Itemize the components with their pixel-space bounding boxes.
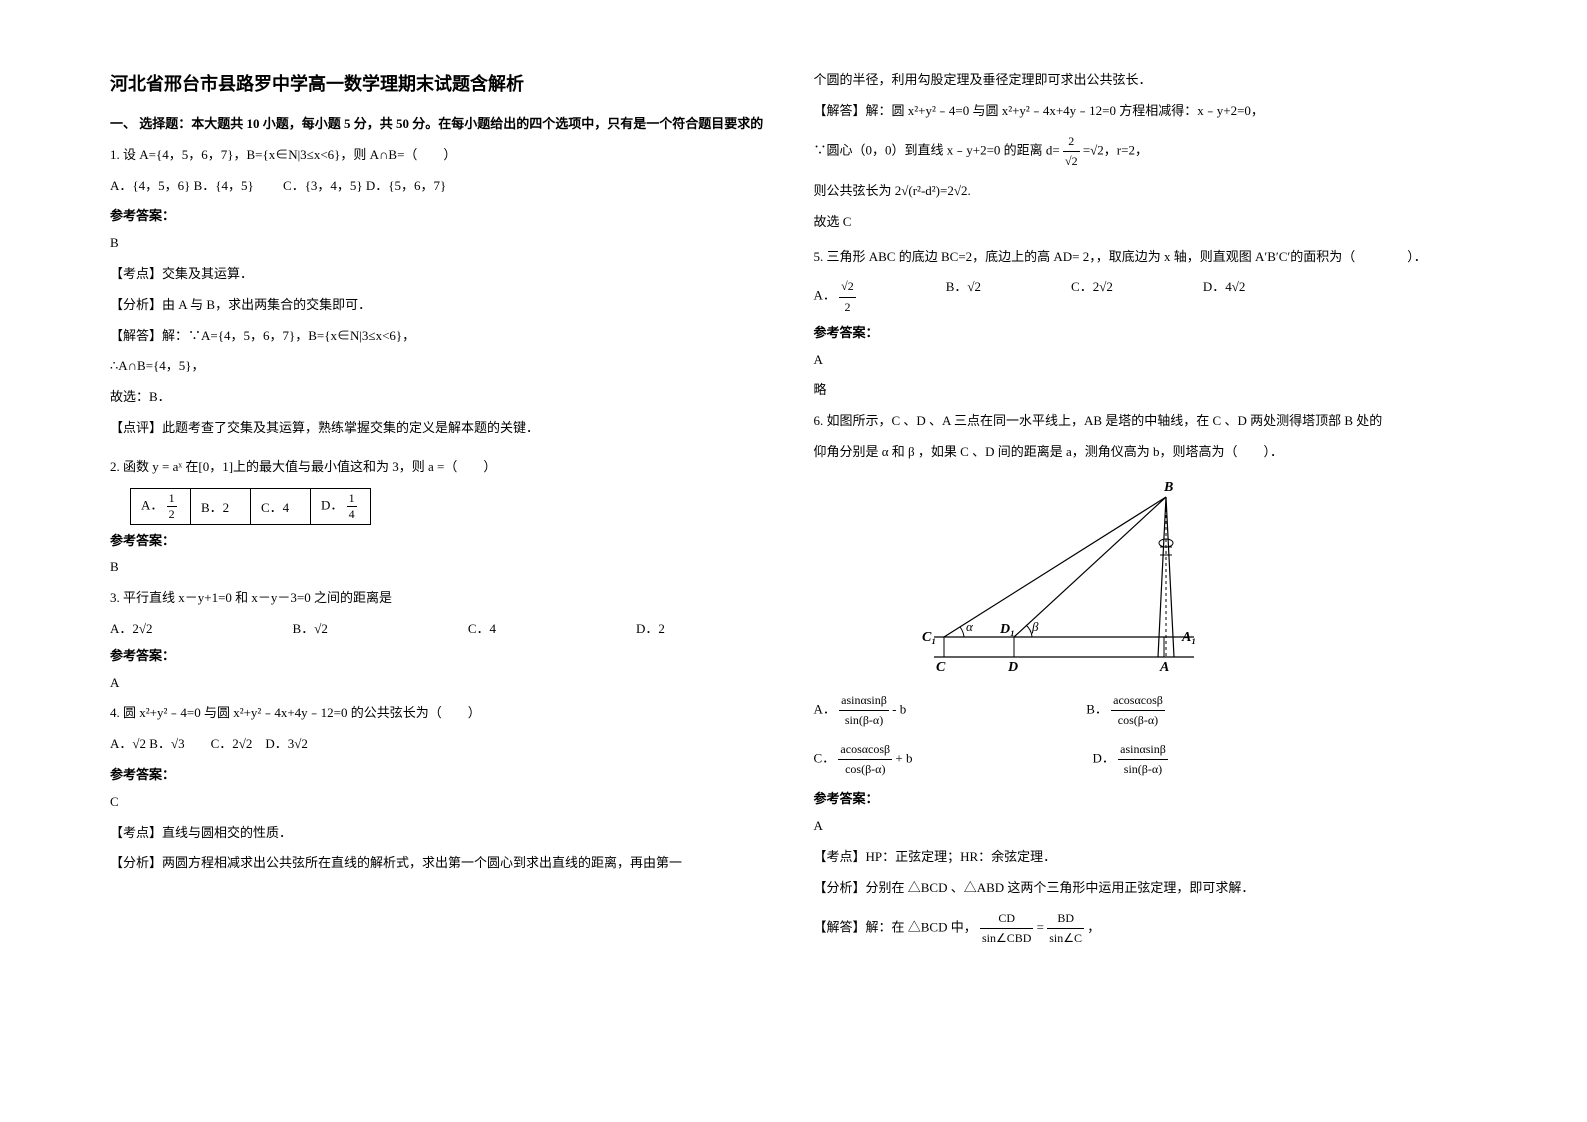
q6-opt-b: B． acosαcosβcos(β-α) (1086, 691, 1165, 730)
svg-text:A₁: A₁ (1181, 630, 1196, 645)
col2-line3: ∵圆心（0，0）到直线 x﹣y+2=0 的距离 d= 2√2 =√2，r=2， (814, 132, 1478, 171)
page-title: 河北省邢台市县路罗中学高一数学理期末试题含解析 (110, 70, 774, 96)
q5-answer: A (814, 350, 1478, 371)
svg-text:β: β (1031, 619, 1039, 634)
col2-line5: 故选 C (814, 212, 1478, 233)
q6-options-row1: A． asinαsinβsin(β-α) - b B． acosαcosβcos… (814, 691, 1478, 730)
q5-opt-c: C．2√2 (1071, 277, 1113, 316)
q2-opt-c: C．4 (251, 488, 311, 524)
q6-figure: B C₁ D₁ A₁ C D A α β (914, 477, 1478, 677)
q3-answer-label: 参考答案： (110, 646, 774, 667)
q1-dianping: 【点评】此题考查了交集及其运算，熟练掌握交集的定义是解本题的关键． (110, 418, 774, 439)
q2-opt-a: A． 12 (131, 488, 191, 524)
col2-line1: 个圆的半径，利用勾股定理及垂径定理即可求出公共弦长． (814, 70, 1478, 91)
root2-over-2: √22 (839, 277, 856, 316)
q6-answer: A (814, 816, 1478, 837)
q5-opt-a: A． √22 (814, 277, 856, 316)
jieda-frac-right: BDsin∠C (1047, 909, 1084, 948)
svg-text:A: A (1159, 660, 1169, 675)
q3-opt-c: C．4 (468, 619, 496, 640)
q3-opt-d: D．2 (636, 619, 665, 640)
q5-text: 5. 三角形 ABC 的底边 BC=2，底边上的高 AD= 2，，取底边为 x … (814, 247, 1478, 268)
q6-text1: 6. 如图所示，C 、D 、A 三点在同一水平线上，AB 是塔的中轴线，在 C … (814, 411, 1478, 432)
q2-answer-label: 参考答案： (110, 531, 774, 552)
q1-jieda2: ∴A∩B={4，5}， (110, 356, 774, 377)
q1-jieda1: 【解答】解：∵A={4，5，6，7}，B={x∈N|3≤x<6}， (110, 326, 774, 347)
q4-answer-label: 参考答案： (110, 765, 774, 786)
q1-kaodian: 【考点】交集及其运算． (110, 264, 774, 285)
q3-options: A．2√2 B．√2 C．4 D．2 (110, 619, 774, 640)
left-column: 河北省邢台市县路罗中学高一数学理期末试题含解析 一、 选择题：本大题共 10 小… (90, 70, 794, 1092)
q5-opt-b: B．√2 (946, 277, 981, 316)
q3-opt-a: A．2√2 (110, 619, 153, 640)
q2-opt-d: D． 14 (311, 488, 371, 524)
q1-options: A．{4，5，6} B．{4，5} C．{3，4，5} D．{5，6，7} (110, 176, 774, 197)
q2-a-label: A． (141, 497, 163, 512)
q4-options: A．√2 B．√3 C．2√2 D．3√2 (110, 734, 774, 755)
tower-diagram: B C₁ D₁ A₁ C D A α β (914, 477, 1234, 677)
q6-jieda: 【解答】解：在 △BCD 中， CDsin∠CBD = BDsin∠C ， (814, 909, 1478, 948)
section-heading: 一、 选择题：本大题共 10 小题，每小题 5 分，共 50 分。在每小题给出的… (110, 114, 774, 135)
q1-jieda3: 故选：B． (110, 387, 774, 408)
q3-text: 3. 平行直线 x－y+1=0 和 x－y－3=0 之间的距离是 (110, 588, 774, 609)
right-column: 个圆的半径，利用勾股定理及垂径定理即可求出公共弦长． 【解答】解：圆 x²+y²… (794, 70, 1498, 1092)
q6-kaodian: 【考点】HP：正弦定理；HR：余弦定理． (814, 847, 1478, 868)
q1-text: 1. 设 A={4，5，6，7}，B={x∈N|3≤x<6}，则 A∩B=（ ） (110, 145, 774, 166)
q2-options-table: A． 12 B．2 C．4 D． 14 (130, 488, 371, 525)
q2-opt-b: B．2 (191, 488, 251, 524)
q1-fenxi: 【分析】由 A 与 B，求出两集合的交集即可． (110, 295, 774, 316)
q2-text: 2. 函数 y = aˣ 在[0，1]上的最大值与最小值这和为 3，则 a =（… (110, 457, 774, 478)
q2-d-frac: 14 (347, 491, 357, 522)
q3-opt-b: B．√2 (293, 619, 328, 640)
svg-text:C: C (936, 660, 946, 675)
q6-answer-label: 参考答案： (814, 789, 1478, 810)
q4-fenxi: 【分析】两圆方程相减求出公共弦所在直线的解析式，求出第一个圆心到求出直线的距离，… (110, 853, 774, 874)
q2-answer: B (110, 557, 774, 578)
q3-answer: A (110, 673, 774, 694)
q4-text: 4. 圆 x²+y²﹣4=0 与圆 x²+y²﹣4x+4y﹣12=0 的公共弦长… (110, 703, 774, 724)
svg-text:D: D (1007, 660, 1018, 675)
col2-line4: 则公共弦长为 2√(r²-d²)=2√2. (814, 181, 1478, 202)
q5-answer-label: 参考答案： (814, 323, 1478, 344)
q6-opt-c: C． acosαcosβcos(β-α) + b (814, 740, 913, 779)
q4-kaodian: 【考点】直线与圆相交的性质． (110, 823, 774, 844)
svg-text:α: α (966, 619, 974, 634)
q6-text2: 仰角分别是 α 和 β ，如果 C 、D 间的距离是 a，测角仪高为 b，则塔高… (814, 442, 1478, 463)
svg-text:C₁: C₁ (922, 630, 936, 645)
dist-frac: 2√2 (1063, 132, 1080, 171)
q6-opt-d: D． asinαsinβsin(β-α) (1092, 740, 1167, 779)
q4-answer: C (110, 792, 774, 813)
svg-text:B: B (1163, 480, 1173, 495)
jieda-frac-left: CDsin∠CBD (980, 909, 1033, 948)
q2-a-frac: 12 (167, 491, 177, 522)
q1-answer-label: 参考答案： (110, 206, 774, 227)
q6-options-row2: C． acosαcosβcos(β-α) + b D． asinαsinβsin… (814, 740, 1478, 779)
q5-options: A． √22 B．√2 C．2√2 D．4√2 (814, 277, 1478, 316)
q5-opt-d: D．4√2 (1203, 277, 1246, 316)
q1-answer: B (110, 233, 774, 254)
svg-text:D₁: D₁ (999, 622, 1015, 637)
q6-fenxi: 【分析】分别在 △BCD 、△ABD 这两个三角形中运用正弦定理，即可求解． (814, 878, 1478, 899)
q6-opt-a: A． asinαsinβsin(β-α) - b (814, 691, 907, 730)
col2-line2: 【解答】解：圆 x²+y²﹣4=0 与圆 x²+y²﹣4x+4y﹣12=0 方程… (814, 101, 1478, 122)
q5-lue: 略 (814, 380, 1478, 401)
